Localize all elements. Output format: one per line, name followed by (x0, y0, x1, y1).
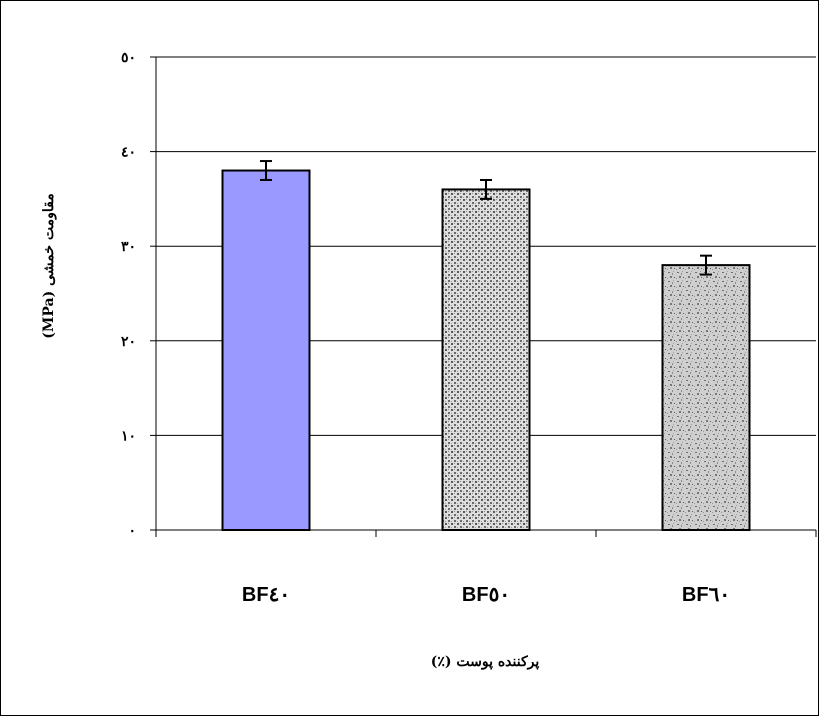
y-tick-label: ٤٠ (121, 145, 136, 161)
category-label: BF٥٠ (462, 584, 510, 606)
category-labels: BF٤٠ BF٥٠ BF٦٠ (242, 584, 730, 606)
error-bar (700, 254, 712, 276)
bar (661, 264, 751, 531)
y-tick-label: ٠ (128, 523, 136, 539)
category-label: BF٦٠ (682, 584, 730, 606)
y-axis-ticks: ٠ ١٠ ٢٠ ٣٠ ٤٠ ٥٠ (121, 50, 156, 539)
y-tick-label: ٢٠ (121, 334, 136, 350)
y-tick-label: ١٠ (121, 428, 136, 444)
x-axis-label: پرکننده پوست (٪) (431, 654, 540, 670)
axes (155, 57, 817, 537)
y-tick-label: ٥٠ (121, 50, 136, 66)
y-tick-label: ٣٠ (121, 239, 136, 255)
error-bar (480, 178, 492, 200)
bars (221, 160, 751, 532)
bar (441, 188, 531, 531)
category-label: BF٤٠ (242, 584, 290, 606)
y-axis-label: مقاومت خمشی (MPa) (41, 193, 57, 339)
error-bar (260, 160, 272, 181)
bar (221, 169, 311, 532)
